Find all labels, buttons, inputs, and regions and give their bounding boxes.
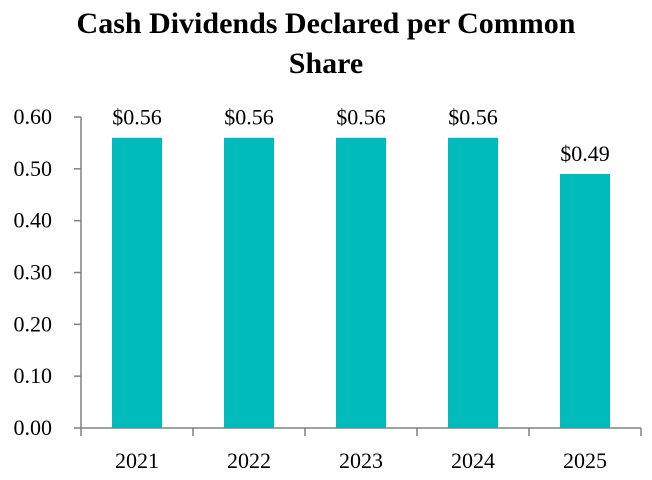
chart-title: Cash Dividends Declared per Common Share [0,4,652,84]
data-label-2023: $0.56 [336,105,386,130]
y-tick-label-0.50: 0.50 [14,156,53,181]
bar-2024 [448,137,498,428]
chart-title-line-2: Share [288,47,364,80]
bar-2023 [336,137,386,428]
bar-2021 [112,137,162,428]
y-tick-label-0.00: 0.00 [14,415,53,440]
data-label-2025: $0.49 [560,141,610,166]
data-label-2022: $0.56 [224,105,274,130]
y-tick-label-0.10: 0.10 [14,363,53,388]
y-tick-label-0.40: 0.40 [14,208,53,233]
x-tick-label-2024: 2024 [451,448,495,473]
x-tick-label-2022: 2022 [227,448,271,473]
bar-2022 [224,137,274,428]
x-tick-label-2023: 2023 [339,448,383,473]
x-tick-label-2025: 2025 [563,448,607,473]
y-tick-label-0.30: 0.30 [14,260,53,285]
x-tick-label-2021: 2021 [115,448,159,473]
data-label-2021: $0.56 [112,105,162,130]
chart-title-line-1: Cash Dividends Declared per Common [76,7,576,40]
y-tick-label-0.20: 0.20 [14,311,53,336]
y-tick-label-0.60: 0.60 [14,104,53,129]
data-label-2024: $0.56 [448,105,498,130]
bar-2025 [560,174,610,428]
